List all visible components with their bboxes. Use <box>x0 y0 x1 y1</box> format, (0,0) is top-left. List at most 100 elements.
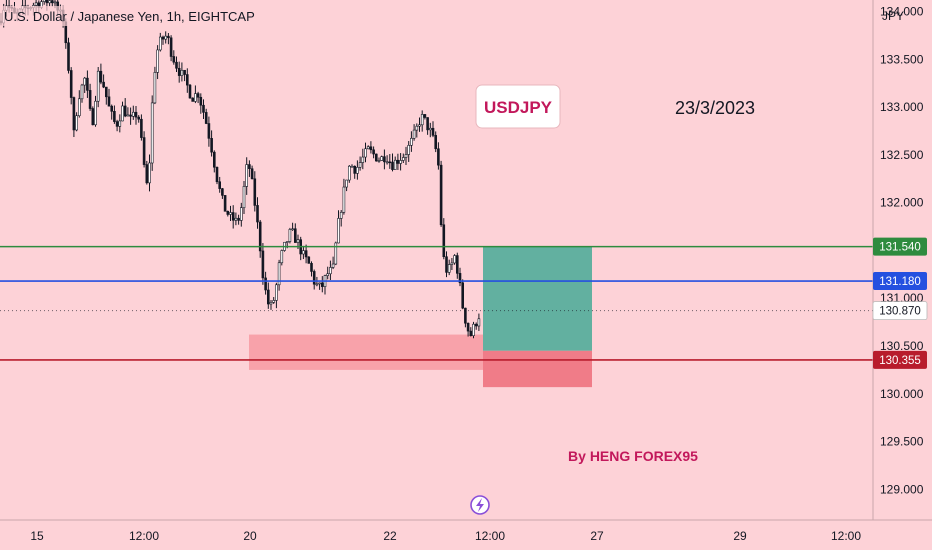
price-axis-labels: 131.540 131.180 130.355 130.870 <box>872 237 928 369</box>
take-profit-zone[interactable] <box>483 246 592 351</box>
candle-50 <box>134 105 138 125</box>
candle-83 <box>223 195 227 212</box>
candle-113 <box>304 244 308 264</box>
candle-70 <box>188 83 192 99</box>
candle-153 <box>412 124 416 141</box>
candle-99 <box>266 282 270 309</box>
candle-64 <box>172 50 176 65</box>
zones <box>249 246 592 388</box>
green-line-label-bg <box>873 237 927 256</box>
candle-132 <box>356 160 359 180</box>
candle-73 <box>196 91 200 104</box>
blue-line-label-bg <box>873 272 927 291</box>
candle-44 <box>118 114 122 133</box>
candle-95 <box>256 197 259 229</box>
candle-32 <box>86 70 89 98</box>
candle-34 <box>91 106 95 126</box>
candle-102 <box>275 282 278 309</box>
candle-131 <box>353 165 357 179</box>
candle-118 <box>318 282 321 290</box>
candle-126 <box>339 210 343 227</box>
lightning-icon[interactable] <box>470 495 490 515</box>
candle-88 <box>237 214 240 225</box>
stop-loss-zone[interactable] <box>483 350 592 388</box>
candle-147 <box>396 153 400 170</box>
candle-157 <box>423 114 427 120</box>
candle-57 <box>153 66 157 105</box>
candle-37 <box>99 63 103 85</box>
candle-59 <box>159 32 162 52</box>
candle-76 <box>204 108 208 125</box>
candle-140 <box>377 157 381 163</box>
candle-155 <box>418 117 421 132</box>
candle-124 <box>334 241 338 266</box>
candle-146 <box>393 156 397 170</box>
candle-168 <box>453 254 456 265</box>
candle-75 <box>202 99 205 120</box>
time-tick-4: 12:00 <box>475 529 505 543</box>
candle-28 <box>75 112 78 132</box>
title-backdrop <box>0 6 215 26</box>
candle-166 <box>447 259 451 276</box>
candle-123 <box>331 256 335 270</box>
candle-81 <box>218 176 221 193</box>
candle-122 <box>329 260 332 281</box>
candle-35 <box>94 95 97 127</box>
candle-61 <box>164 31 167 44</box>
time-tick-1: 12:00 <box>129 529 159 543</box>
candle-19 <box>50 0 54 7</box>
candle-154 <box>415 123 419 138</box>
candle-173 <box>466 322 470 337</box>
candle-172 <box>464 307 467 328</box>
candle-139 <box>374 153 378 162</box>
red-line-label-bg <box>873 350 927 369</box>
candle-114 <box>307 256 311 264</box>
candle-138 <box>372 146 375 159</box>
candle-39 <box>105 86 108 105</box>
candle-69 <box>186 68 189 93</box>
candle-91 <box>245 157 248 195</box>
candle-66 <box>177 61 181 83</box>
candle-51 <box>137 115 140 123</box>
candle-53 <box>142 131 146 168</box>
candle-42 <box>113 105 116 124</box>
candle-55 <box>148 154 151 192</box>
candle-45 <box>121 101 124 122</box>
candle-160 <box>431 121 435 138</box>
candle-107 <box>288 227 292 244</box>
candle-141 <box>380 155 384 161</box>
candle-56 <box>150 95 154 171</box>
symbol-annotation[interactable]: USDJPY <box>475 84 561 129</box>
candle-30 <box>80 83 84 103</box>
candle-169 <box>455 252 459 279</box>
candle-78 <box>210 130 213 157</box>
candle-25 <box>67 37 70 74</box>
demand-zone[interactable] <box>249 334 483 370</box>
candle-26 <box>69 67 73 105</box>
candle-142 <box>383 149 386 170</box>
candle-93 <box>250 165 254 180</box>
candle-175 <box>472 321 475 339</box>
candle-71 <box>191 97 194 102</box>
candle-101 <box>272 297 276 304</box>
candle-100 <box>269 299 273 310</box>
candle-125 <box>337 210 340 244</box>
candle-27 <box>72 96 76 138</box>
candle-108 <box>291 222 294 231</box>
candle-127 <box>342 178 346 215</box>
price-tick-8: 130.000 <box>880 387 924 401</box>
candle-176 <box>474 322 478 330</box>
candle-152 <box>410 131 413 152</box>
candle-159 <box>428 122 432 138</box>
candle-63 <box>169 35 173 62</box>
candle-163 <box>439 160 443 227</box>
candle-60 <box>161 35 165 45</box>
candle-72 <box>194 85 197 104</box>
candle-148 <box>399 153 402 171</box>
candle-18 <box>48 0 51 7</box>
time-axis[interactable]: 15 12:00 20 22 12:00 27 29 12:00 <box>30 529 861 543</box>
candle-33 <box>88 83 92 111</box>
candle-116 <box>312 269 316 290</box>
candle-103 <box>277 259 281 291</box>
